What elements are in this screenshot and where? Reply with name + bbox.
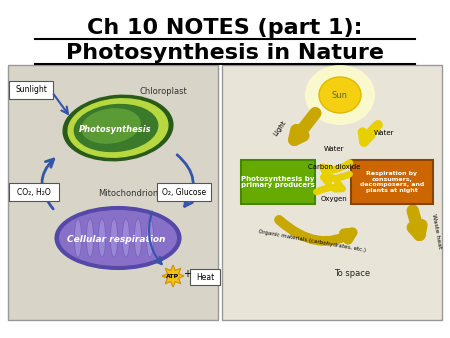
- Text: Chloroplast: Chloroplast: [139, 87, 187, 96]
- Text: Oxygen: Oxygen: [320, 196, 347, 202]
- Text: Photosynthesis: Photosynthesis: [79, 124, 151, 134]
- Text: Sun: Sun: [332, 91, 348, 99]
- FancyBboxPatch shape: [157, 183, 211, 201]
- Text: Waste heat: Waste heat: [432, 213, 442, 249]
- Ellipse shape: [135, 219, 141, 257]
- Ellipse shape: [81, 108, 141, 144]
- Text: Ch 10 NOTES (part 1):: Ch 10 NOTES (part 1):: [87, 18, 363, 38]
- Ellipse shape: [99, 219, 105, 257]
- Text: Sunlight: Sunlight: [15, 86, 47, 95]
- Text: Photosynthesis by
primary producers: Photosynthesis by primary producers: [241, 175, 315, 189]
- FancyBboxPatch shape: [222, 65, 442, 320]
- Text: O₂, Glucose: O₂, Glucose: [162, 188, 206, 196]
- Ellipse shape: [68, 99, 168, 157]
- FancyBboxPatch shape: [9, 81, 53, 99]
- Text: Carbon dioxide: Carbon dioxide: [308, 164, 360, 170]
- Ellipse shape: [305, 65, 375, 125]
- Text: +: +: [183, 269, 191, 279]
- Ellipse shape: [55, 207, 180, 269]
- Text: Respiration by
consumers,
decomposers, and
plants at night: Respiration by consumers, decomposers, a…: [360, 171, 424, 193]
- FancyBboxPatch shape: [351, 160, 433, 204]
- Text: Cellular respiration: Cellular respiration: [67, 236, 165, 244]
- Ellipse shape: [59, 210, 177, 266]
- Ellipse shape: [111, 219, 117, 257]
- Text: To space: To space: [334, 268, 370, 277]
- Ellipse shape: [147, 219, 153, 257]
- Ellipse shape: [74, 104, 158, 152]
- Polygon shape: [162, 265, 184, 287]
- Text: ATP: ATP: [166, 273, 180, 279]
- Text: Mitochondrion: Mitochondrion: [98, 189, 158, 197]
- FancyBboxPatch shape: [241, 160, 315, 204]
- Text: Water: Water: [324, 146, 344, 152]
- FancyBboxPatch shape: [8, 65, 218, 320]
- Text: Heat: Heat: [196, 272, 214, 282]
- FancyBboxPatch shape: [190, 269, 220, 285]
- FancyBboxPatch shape: [9, 183, 59, 201]
- Ellipse shape: [86, 219, 94, 257]
- Ellipse shape: [122, 219, 130, 257]
- Ellipse shape: [63, 95, 173, 161]
- Ellipse shape: [75, 219, 81, 257]
- Text: Organic materials (carbohydrates, etc.): Organic materials (carbohydrates, etc.): [258, 229, 366, 253]
- Ellipse shape: [319, 77, 361, 113]
- Text: Photosynthesis in Nature: Photosynthesis in Nature: [66, 43, 384, 63]
- Text: CO₂, H₂O: CO₂, H₂O: [17, 188, 51, 196]
- Text: Light: Light: [273, 119, 288, 137]
- Text: Water: Water: [374, 130, 394, 136]
